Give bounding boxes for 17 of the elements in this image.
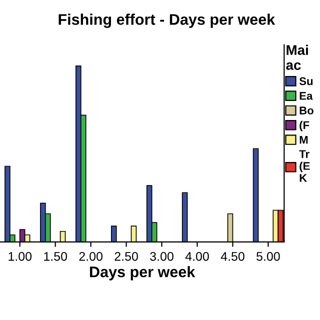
- legend-label: M: [300, 136, 308, 144]
- x-tick-label: 2.00: [79, 252, 102, 261]
- x-tick-label: 4.50: [220, 252, 244, 261]
- legend-title: Mai ac: [286, 44, 308, 70]
- legend-label: Bo: [300, 106, 314, 114]
- x-tick-label: 2.50: [114, 252, 138, 261]
- legend-label: Su: [299, 77, 313, 86]
- chart-title: Fishing effort - Days per week: [58, 14, 276, 28]
- x-tick-label: 3.00: [150, 252, 174, 261]
- x-tick-label: 1.00: [8, 252, 32, 261]
- x-tick-label: 5.00: [256, 252, 280, 261]
- x-tick-label: 4.00: [185, 252, 209, 261]
- legend-label: Ea: [300, 92, 313, 100]
- x-tick-label: 1.50: [44, 252, 68, 261]
- legend-label: (F: [300, 120, 310, 132]
- legend-label: Tr (E K: [299, 150, 310, 182]
- x-axis-title: Days per week: [90, 266, 196, 280]
